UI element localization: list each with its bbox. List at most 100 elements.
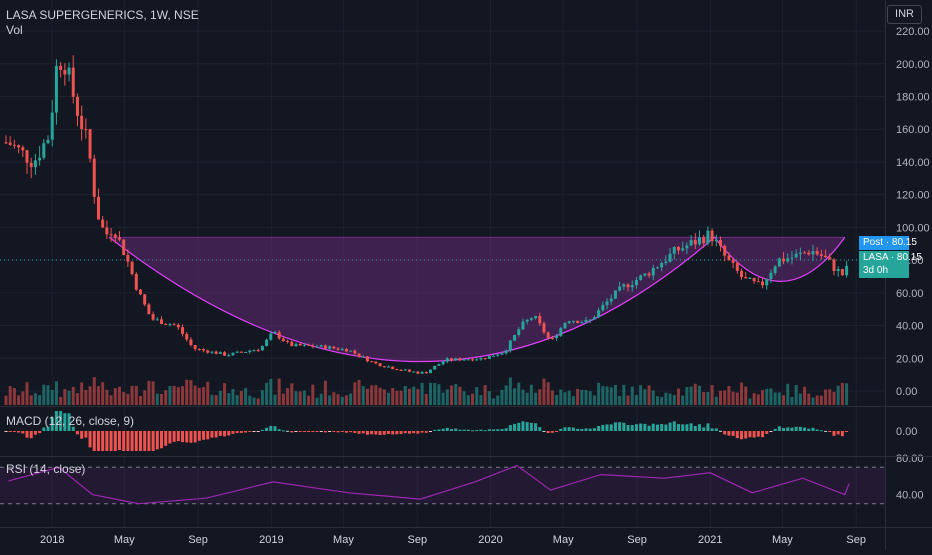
- candle-body: [319, 345, 323, 347]
- y-tick-label: 20.00: [896, 353, 924, 365]
- macd-histogram-bar: [80, 431, 84, 439]
- volume-bar: [151, 381, 155, 405]
- candle-body: [25, 150, 29, 163]
- volume-bar: [811, 397, 815, 405]
- volume-bar: [63, 389, 67, 405]
- macd-histogram-bar: [214, 431, 218, 438]
- volume-bar: [803, 386, 807, 405]
- y-tick-label: 100.00: [896, 222, 930, 234]
- volume-bar: [105, 389, 109, 405]
- y-tick-label: 60.00: [896, 288, 924, 300]
- macd-histogram-bar: [811, 427, 815, 431]
- macd-histogram-bar: [122, 431, 126, 451]
- macd-histogram-bar: [563, 427, 567, 431]
- candle-body: [744, 277, 748, 279]
- pane-divider-price-macd[interactable]: [0, 406, 932, 407]
- volume-bar: [134, 385, 138, 405]
- candle-body: [323, 345, 327, 349]
- volume-bar: [126, 393, 130, 405]
- macd-histogram-bar: [450, 429, 454, 431]
- volume-bar: [130, 385, 134, 405]
- macd-histogram-bar: [559, 428, 563, 431]
- macd-histogram-bar: [197, 431, 201, 441]
- macd-histogram-bar: [567, 427, 571, 431]
- candle-body: [155, 319, 159, 321]
- candle-body: [17, 145, 21, 148]
- macd-histogram-bar: [147, 431, 151, 451]
- candle-body: [756, 281, 760, 283]
- volume-bar: [277, 378, 281, 405]
- candle-body: [819, 254, 823, 256]
- pane-divider-macd-rsi[interactable]: [0, 456, 932, 457]
- macd-histogram-bar: [786, 427, 790, 431]
- volume-bar: [88, 386, 92, 405]
- macd-label[interactable]: MACD (12, 26, close, 9): [6, 414, 135, 428]
- macd-histogram-bar: [458, 429, 462, 431]
- candle-body: [340, 348, 344, 350]
- macd-histogram-bar: [794, 426, 798, 431]
- macd-histogram-bar: [17, 431, 21, 433]
- volume-bar: [513, 388, 517, 405]
- volume-bar: [761, 390, 765, 405]
- volume-bar: [353, 382, 357, 405]
- last-price-tag: LASA · 80.15: [859, 251, 922, 265]
- macd-histogram-bar: [134, 431, 138, 451]
- volume-bar: [706, 391, 710, 405]
- volume-bar: [143, 390, 147, 405]
- macd-histogram-bar: [634, 424, 638, 431]
- macd-histogram-bar: [399, 431, 403, 434]
- macd-histogram-bar: [181, 431, 185, 443]
- volume-bar: [122, 392, 126, 405]
- macd-histogram-bar: [302, 431, 306, 432]
- candle-body: [298, 343, 302, 346]
- volume-bar: [584, 390, 588, 405]
- candle-body: [525, 319, 529, 322]
- volume-bar: [550, 390, 554, 405]
- volume-bar: [517, 382, 521, 405]
- macd-histogram-bar: [239, 431, 243, 433]
- volume-bar: [235, 395, 239, 405]
- candle-body: [54, 65, 58, 113]
- macd-histogram-bar: [471, 430, 475, 432]
- candle-body: [29, 162, 33, 168]
- candle-body: [151, 314, 155, 320]
- macd-histogram-bar: [479, 429, 483, 431]
- symbol-title[interactable]: LASA SUPERGENERICS, 1W, NSE: [6, 8, 199, 22]
- candle-body: [445, 358, 449, 362]
- candle-body: [395, 369, 399, 371]
- currency-button[interactable]: INR: [887, 5, 922, 24]
- volume-bar: [723, 390, 727, 405]
- macd-histogram-bar: [546, 431, 550, 434]
- macd-histogram-bar: [328, 431, 332, 432]
- rsi-line: [8, 464, 850, 505]
- macd-histogram-bar: [462, 429, 466, 431]
- volume-label[interactable]: Vol: [6, 23, 23, 37]
- candle-body: [769, 272, 773, 279]
- macd-histogram-bar: [828, 431, 832, 432]
- macd-histogram-bar: [601, 424, 605, 431]
- candle-body: [605, 301, 609, 306]
- volume-bar: [697, 385, 701, 405]
- volume-bar: [454, 384, 458, 405]
- candle-body: [555, 335, 559, 339]
- macd-histogram-bar: [504, 428, 508, 431]
- candle-body: [584, 320, 588, 323]
- volume-bar: [50, 389, 54, 405]
- macd-histogram-bar: [571, 427, 575, 431]
- macd-histogram-bar: [672, 421, 676, 431]
- candle-body: [765, 278, 769, 286]
- candle-body: [113, 234, 117, 238]
- rsi-label[interactable]: RSI (14, close): [6, 462, 86, 476]
- macd-histogram-bar: [592, 428, 596, 431]
- candle-body: [513, 334, 517, 341]
- volume-bar: [845, 383, 849, 405]
- candle-body: [176, 324, 180, 328]
- candle-body: [492, 355, 496, 357]
- candle-body: [256, 350, 260, 352]
- macd-histogram-bar: [605, 424, 609, 431]
- candle-body: [130, 261, 134, 275]
- volume-bar: [113, 388, 117, 405]
- volume-bar: [386, 392, 390, 405]
- macd-histogram-bar: [538, 427, 542, 431]
